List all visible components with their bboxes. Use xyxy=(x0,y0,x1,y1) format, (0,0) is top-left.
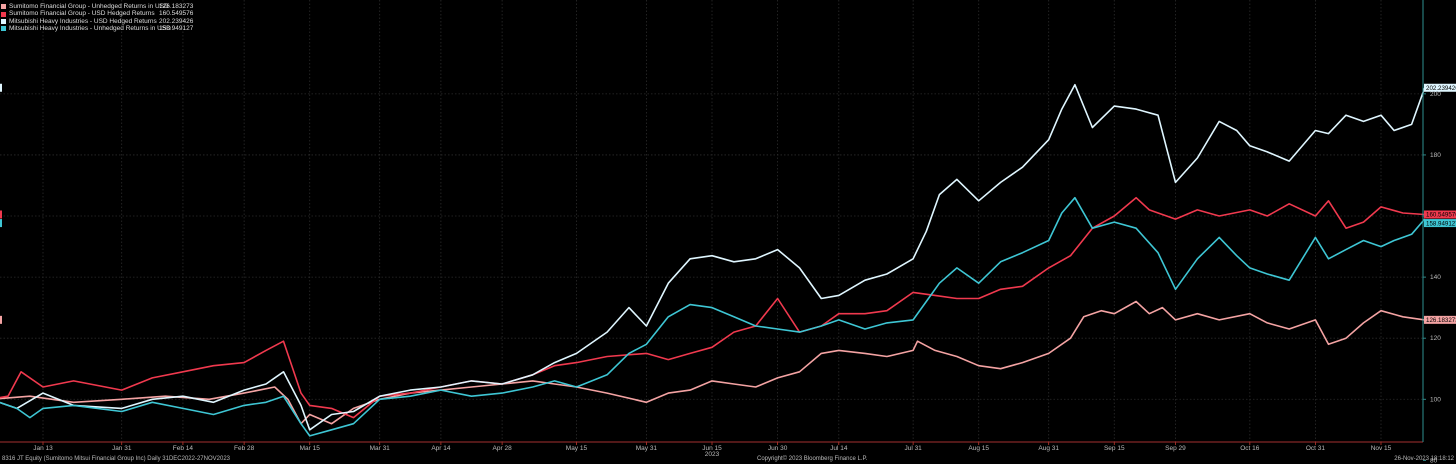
legend-swatch xyxy=(1,19,6,25)
x-tick-label: Mar 15 xyxy=(300,445,321,452)
x-tick-label: Feb 14 xyxy=(173,445,194,452)
last-value-flag: 202.239426 xyxy=(1424,83,1456,92)
series-line xyxy=(0,196,1425,419)
footer-copyright: Copyright© 2023 Bloomberg Finance L.P. xyxy=(757,456,868,462)
y-tick-label: 200 xyxy=(1430,91,1441,98)
x-tick-label: Apr 14 xyxy=(431,445,451,452)
x-tick-label: Jul 31 xyxy=(904,445,922,452)
x-tick-label: Jun 30 xyxy=(768,445,788,452)
legend-label: Mitsubishi Heavy Industries - Unhedged R… xyxy=(9,25,171,33)
legend-label: Sumitomo Financial Group - Unhedged Retu… xyxy=(9,3,169,10)
legend-swatch xyxy=(1,4,6,10)
x-tick-label: May 31 xyxy=(636,445,658,452)
x-tick-label: May 15 xyxy=(566,445,588,452)
last-value-text: 202.239426 xyxy=(1426,85,1456,92)
y-tick-label: 140 xyxy=(1430,274,1441,281)
last-value-flag: 160.549576 xyxy=(1424,210,1456,219)
legend-item: Sumitomo Financial Group - Unhedged Retu… xyxy=(1,3,193,10)
footer-timestamp: 26-Nov-2023 18:18:12 xyxy=(1394,456,1454,462)
x-year-label: 2023 xyxy=(705,451,720,458)
x-tick-label: Jan 31 xyxy=(112,445,132,452)
x-tick-label: Oct 16 xyxy=(1240,445,1260,452)
x-tick-label: Aug 31 xyxy=(1038,445,1059,452)
legend-value: 160.549576 xyxy=(159,10,194,18)
grid-lines xyxy=(0,0,1423,442)
legend-item: Mitsubishi Heavy Industries - Unhedged R… xyxy=(1,25,193,32)
x-tick-label: Apr 28 xyxy=(493,445,513,452)
last-value-flag: 158.949127 xyxy=(1424,219,1456,227)
series-lines xyxy=(0,83,1426,437)
y-tick-label: 120 xyxy=(1430,335,1441,342)
legend-label: Sumitomo Financial Group - USD Hedged Re… xyxy=(9,10,155,18)
y-tick-label: 180 xyxy=(1430,152,1441,159)
last-value-labels: 126.183273 160.549576 202.239426 158.949127 xyxy=(0,83,1456,324)
series-line xyxy=(0,83,1426,431)
series-line xyxy=(0,196,1426,437)
x-tick-label: Sep 15 xyxy=(1104,445,1125,452)
x-axis: Jan 13 Jan 31 Feb 14 Feb 28 Mar 15 Mar 31 Apr … xyxy=(0,441,1423,458)
last-value-text: 160.549576 xyxy=(1426,212,1456,219)
x-tick-label: Sep 29 xyxy=(1165,445,1186,452)
legend-item: Sumitomo Financial Group - USD Hedged Re… xyxy=(1,10,193,17)
y-tick-label: 100 xyxy=(1430,396,1441,403)
legend-item: Mitsubishi Heavy Industries - USD Hedged… xyxy=(1,18,193,25)
left-edge-marker xyxy=(0,315,2,324)
x-tick-label: Feb 28 xyxy=(234,445,255,452)
x-tick-label: Oct 31 xyxy=(1306,445,1326,452)
footer-security: 8316 JT Equity (Sumitomo Mitsui Financia… xyxy=(2,456,230,462)
left-edge-marker xyxy=(0,219,2,228)
legend-swatch xyxy=(1,11,6,17)
x-tick-label: Mar 31 xyxy=(370,445,391,452)
last-value-text: 126.183273 xyxy=(1426,317,1456,324)
legend-value: 202.239426 xyxy=(159,17,194,25)
legend-value: 158.949127 xyxy=(159,25,194,33)
x-tick-label: Nov 15 xyxy=(1371,445,1392,452)
y-tick-label: 80 xyxy=(1430,457,1438,464)
x-tick-label: Jul 14 xyxy=(830,445,848,452)
left-edge-marker xyxy=(0,83,2,92)
x-tick-label: Aug 15 xyxy=(968,445,989,452)
series-line xyxy=(0,300,1425,425)
legend-swatch xyxy=(1,26,6,32)
x-tick-label: Jun 15 xyxy=(702,445,722,452)
footer: 8316 JT Equity (Sumitomo Mitsui Financia… xyxy=(0,454,1456,464)
legend-label: Mitsubishi Heavy Industries - USD Hedged… xyxy=(9,17,157,25)
legend-value: 126.183273 xyxy=(159,3,194,10)
legend: Sumitomo Financial Group - Unhedged Retu… xyxy=(1,3,193,33)
x-tick-label: Jan 13 xyxy=(33,445,53,452)
last-value-flag: 126.183273 xyxy=(1424,315,1456,324)
last-value-text: 158.949127 xyxy=(1426,220,1456,227)
left-edge-marker xyxy=(0,210,2,219)
